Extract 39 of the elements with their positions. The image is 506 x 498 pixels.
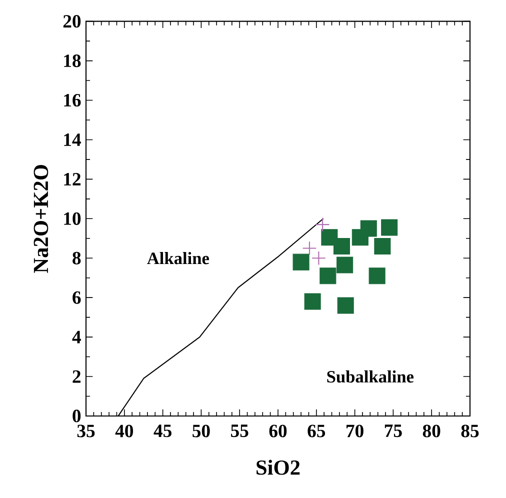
y-tick-label: 4 <box>72 330 81 344</box>
y-axis-title: Na2O+K2O <box>34 165 48 273</box>
x-tick-label: 60 <box>269 424 287 438</box>
x-tick-label: 50 <box>192 424 210 438</box>
annotation: Subalkaline <box>327 370 414 383</box>
y-tick-label: 12 <box>64 173 80 186</box>
y-tick-label: 6 <box>72 291 81 304</box>
y-tick-label: 8 <box>72 252 81 264</box>
point <box>333 238 350 255</box>
x-axis-title: SiO2 <box>256 460 300 475</box>
point <box>315 217 330 232</box>
point <box>302 241 317 256</box>
point <box>304 293 321 310</box>
x-tick-label: 35 <box>77 424 95 438</box>
x-tick-label: 80 <box>422 424 440 438</box>
point <box>292 254 310 270</box>
y-tick-label: 18 <box>64 54 81 68</box>
point <box>312 250 326 266</box>
x-tick-label: 45 <box>154 424 172 438</box>
point <box>336 256 354 274</box>
point <box>320 268 336 284</box>
point <box>374 238 391 255</box>
x-tick-label: 70 <box>346 424 364 438</box>
x-tick-label: 40 <box>115 424 134 438</box>
x-tick-label: 55 <box>231 424 248 438</box>
x-tick-label: 75 <box>384 424 402 438</box>
point <box>368 268 386 284</box>
annotation: Alkaline <box>147 252 210 264</box>
x-tick-label: 85 <box>461 424 479 438</box>
y-tick-label: 16 <box>64 94 81 107</box>
y-tick-label: 10 <box>64 212 81 225</box>
point <box>337 297 354 314</box>
point <box>360 220 377 237</box>
y-tick-label: 20 <box>63 15 81 28</box>
y-tick-label: 2 <box>72 370 80 383</box>
point <box>381 219 398 236</box>
x-tick-label: 65 <box>308 424 326 438</box>
y-tick-label: 14 <box>64 134 81 146</box>
y-tick-label: 0 <box>72 410 81 422</box>
